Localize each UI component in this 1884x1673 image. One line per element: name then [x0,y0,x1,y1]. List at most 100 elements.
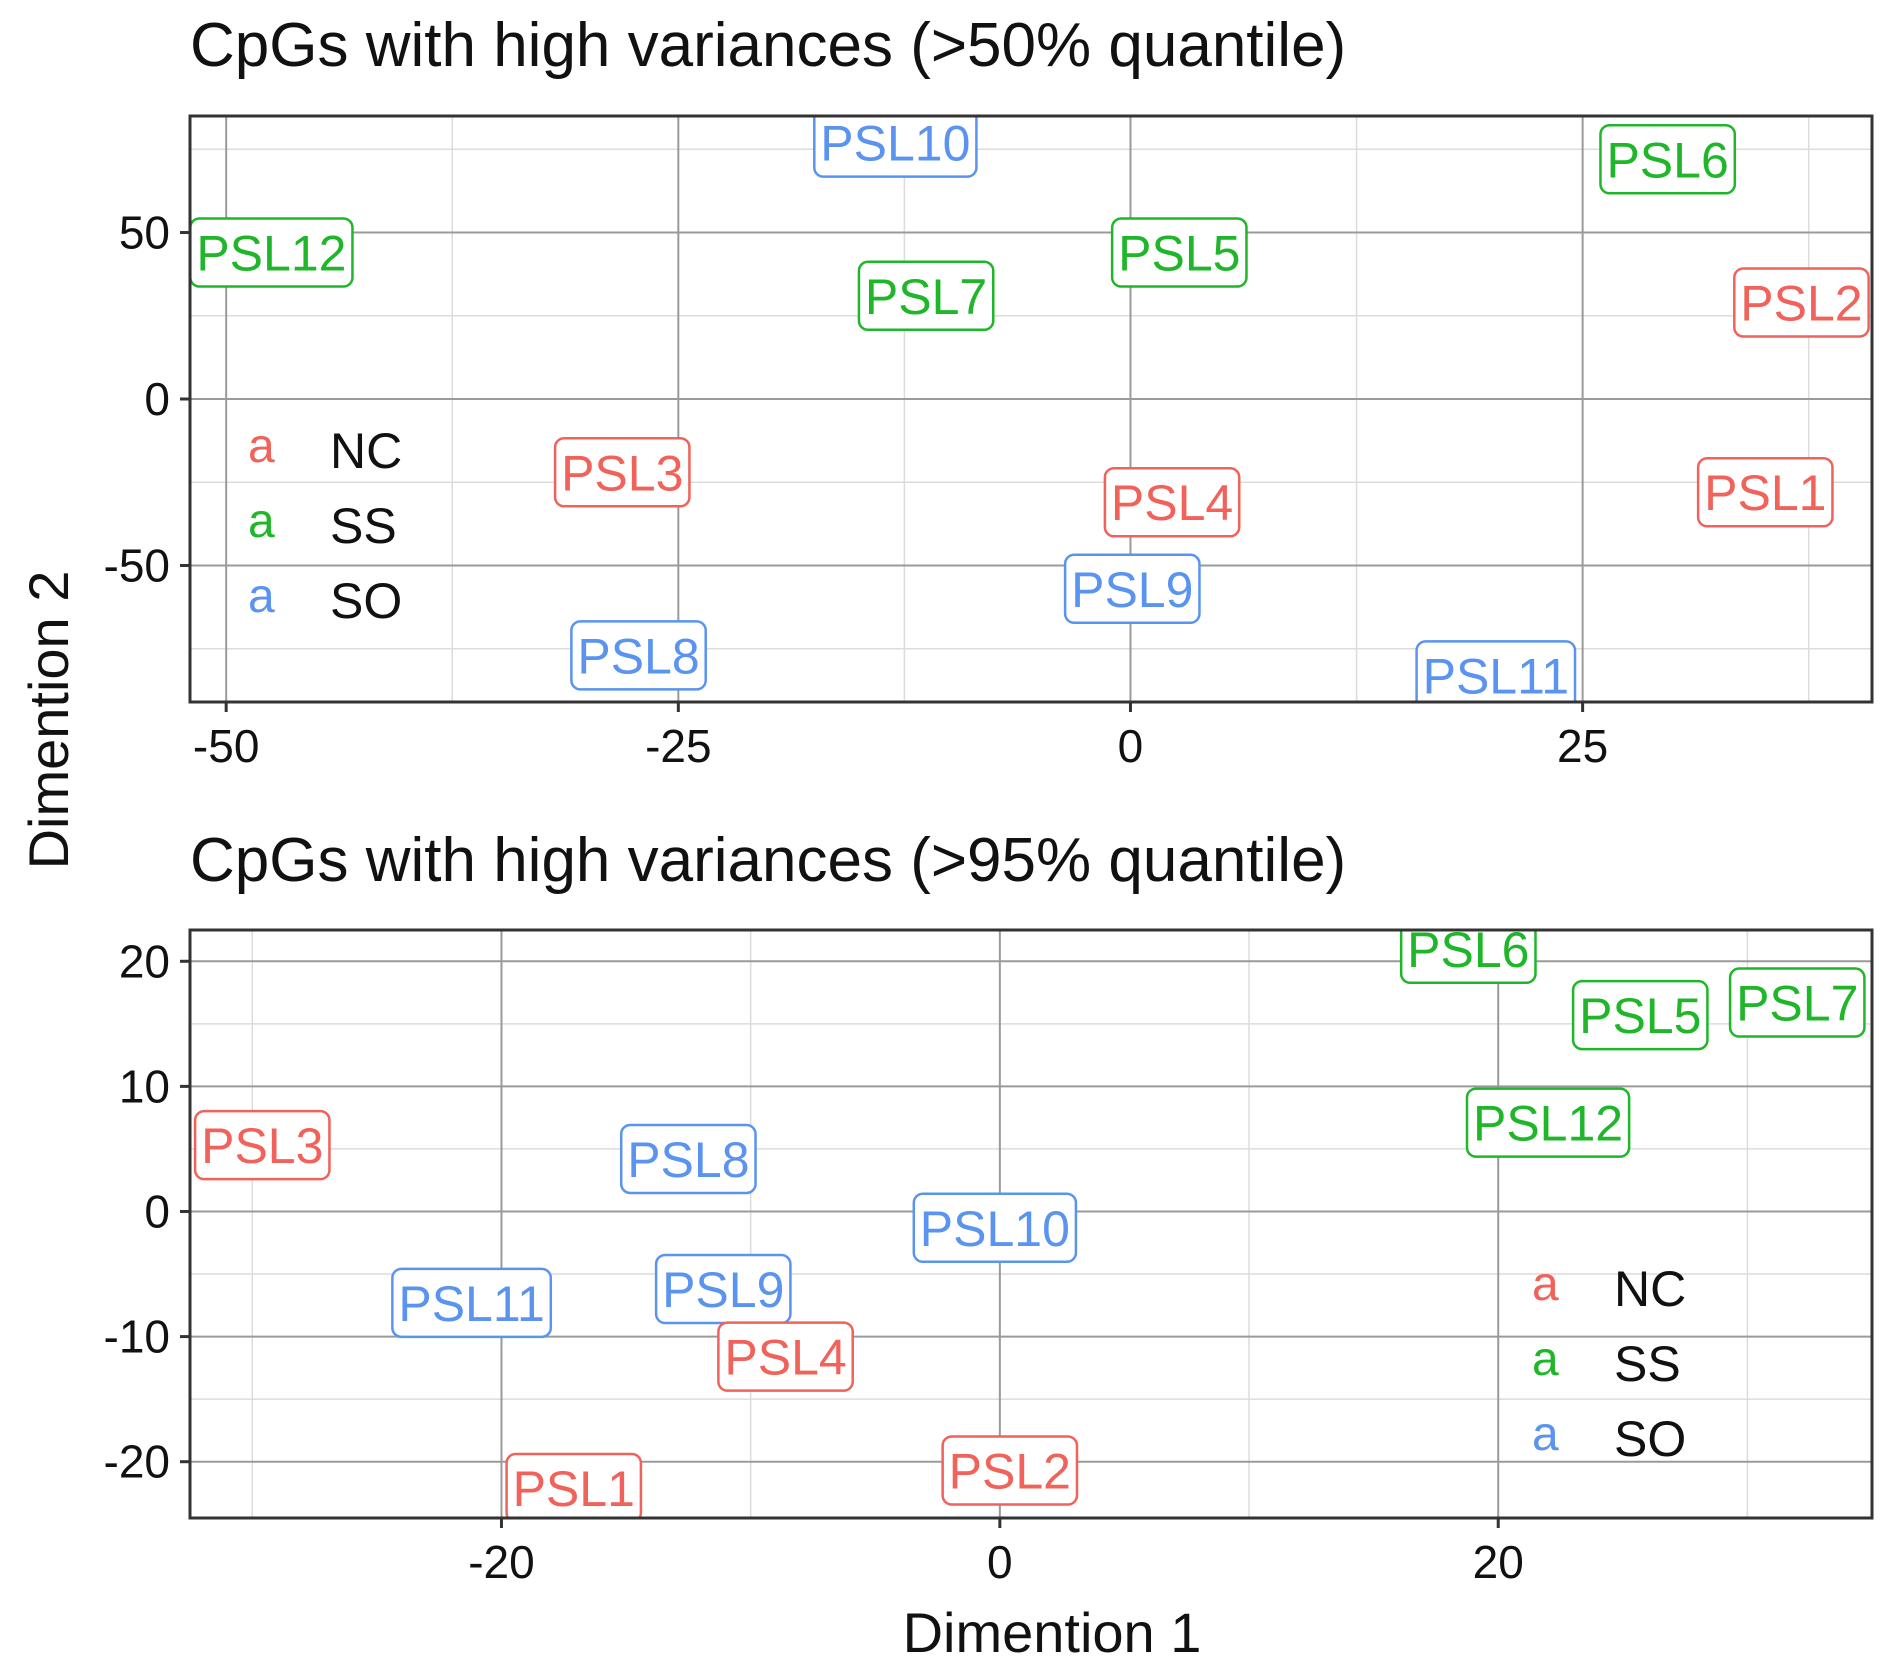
point-psl1: PSL1 [1696,456,1834,528]
point-label-box [813,116,978,178]
point-label-box [1465,1087,1631,1158]
point-label-box [1696,456,1834,528]
point-label: PSL9 [1071,562,1193,618]
point-psl9: PSL9 [1063,553,1201,625]
y-tick-label: 50 [119,207,170,259]
point-label: PSL7 [1736,976,1858,1032]
panel-top-ticks: -50 -25 0 25 -50 0 50 [104,207,1609,772]
point-label-box [505,1452,643,1518]
panel-top: CpGs with high variances (>50% quantile)… [104,11,1874,772]
y-tick-label: -50 [104,539,170,591]
x-tick-label: -25 [645,720,711,772]
legend-label-ss: SS [330,498,397,554]
point-label: PSL3 [201,1118,323,1174]
point-label-box [1103,466,1241,538]
x-tick-label: -50 [193,720,259,772]
point-psl2: PSL2 [941,1435,1079,1506]
point-psl10: PSL10 [813,116,978,178]
point-psl4: PSL4 [717,1321,854,1392]
legend-key-nc: a [248,420,275,473]
point-label: PSL1 [513,1461,635,1517]
point-label-box [553,437,691,508]
point-psl6: PSL6 [1399,922,1537,985]
point-label-box [1399,930,1537,985]
y-tick-label: -20 [104,1436,170,1488]
point-psl3: PSL3 [553,437,691,508]
y-tick-label: -10 [104,1311,170,1363]
point-psl5: PSL5 [1571,979,1709,1051]
point-label: PSL12 [1473,1096,1623,1152]
point-label: PSL2 [1740,275,1862,331]
point-label-box [193,1109,331,1181]
point-psl9: PSL9 [654,1253,792,1325]
point-psl11: PSL11 [391,1267,553,1339]
point-psl11: PSL11 [1415,640,1577,704]
point-label: PSL6 [1407,922,1529,978]
point-label: PSL6 [1606,132,1728,188]
panel-bottom-legend: a NC a SS a SO [1532,1258,1686,1467]
point-label-box [619,1123,757,1195]
point-label: PSL10 [820,116,970,172]
x-tick-label: 0 [987,1536,1013,1588]
legend-key-ss: a [1532,1333,1559,1386]
x-tick-label: 0 [1118,720,1144,772]
point-label-box [1599,124,1737,195]
point-label-box [570,620,707,691]
x-tick-label: 20 [1473,1536,1524,1588]
panel-bottom-title: CpGs with high variances (>95% quantile) [190,826,1346,895]
legend-label-ss: SS [1614,1336,1681,1392]
panel-top-title: CpGs with high variances (>50% quantile) [190,11,1346,80]
y-tick-label: 0 [144,373,170,425]
point-label: PSL10 [920,1201,1070,1257]
point-label-box [941,1435,1079,1506]
point-psl6: PSL6 [1599,124,1737,195]
point-label-box [1063,553,1201,625]
point-label: PSL2 [949,1443,1071,1499]
legend-key-nc: a [1532,1258,1559,1311]
panel-bottom: CpGs with high variances (>95% quantile)… [104,826,1874,1588]
panel-top-plot-area [190,116,1872,702]
point-label-box [912,1192,1078,1264]
panel-top-grid [190,116,1872,702]
point-psl3: PSL3 [193,1109,331,1181]
point-psl7: PSL7 [1728,967,1866,1038]
point-label-box [1571,979,1709,1051]
x-tick-label: -20 [468,1536,534,1588]
point-label: PSL7 [865,269,987,325]
point-label: PSL3 [561,445,683,501]
legend-label-nc: NC [330,423,402,479]
x-axis-label: Dimention 1 [903,1601,1202,1664]
y-axis-label: Dimention 2 [17,571,80,870]
panel-bottom-ticks: -20 0 20 -20 -10 0 10 20 [104,935,1524,1588]
point-psl1: PSL1 [505,1452,643,1518]
legend-key-ss: a [248,495,275,548]
point-psl12: PSL12 [1465,1087,1631,1158]
point-label: PSL4 [724,1330,846,1386]
point-psl10: PSL10 [912,1192,1078,1264]
point-label: PSL9 [662,1262,784,1318]
point-label-box [1110,217,1248,288]
point-label: PSL11 [398,1276,544,1332]
legend-label-so: SO [330,573,402,629]
point-psl7: PSL7 [857,260,995,332]
y-tick-label: 20 [119,935,170,987]
panel-top-legend: a NC a SS a SO [248,420,402,629]
point-label: PSL1 [1704,465,1826,521]
point-label: PSL11 [1423,648,1569,704]
point-psl8: PSL8 [619,1123,757,1195]
point-label-box [1728,967,1866,1038]
legend-key-so: a [248,570,275,623]
legend-label-nc: NC [1614,1261,1686,1317]
x-tick-label: 25 [1557,720,1608,772]
point-psl2: PSL2 [1733,267,1870,338]
point-label: PSL8 [627,1132,749,1188]
point-label: PSL4 [1111,475,1233,531]
point-psl4: PSL4 [1103,466,1241,538]
panel-top-frame [188,114,1874,704]
point-label-box [1415,640,1577,702]
point-psl8: PSL8 [570,620,707,691]
point-label-box [717,1321,854,1392]
panel-bottom-frame [188,928,1874,1520]
legend-label-so: SO [1614,1411,1686,1467]
